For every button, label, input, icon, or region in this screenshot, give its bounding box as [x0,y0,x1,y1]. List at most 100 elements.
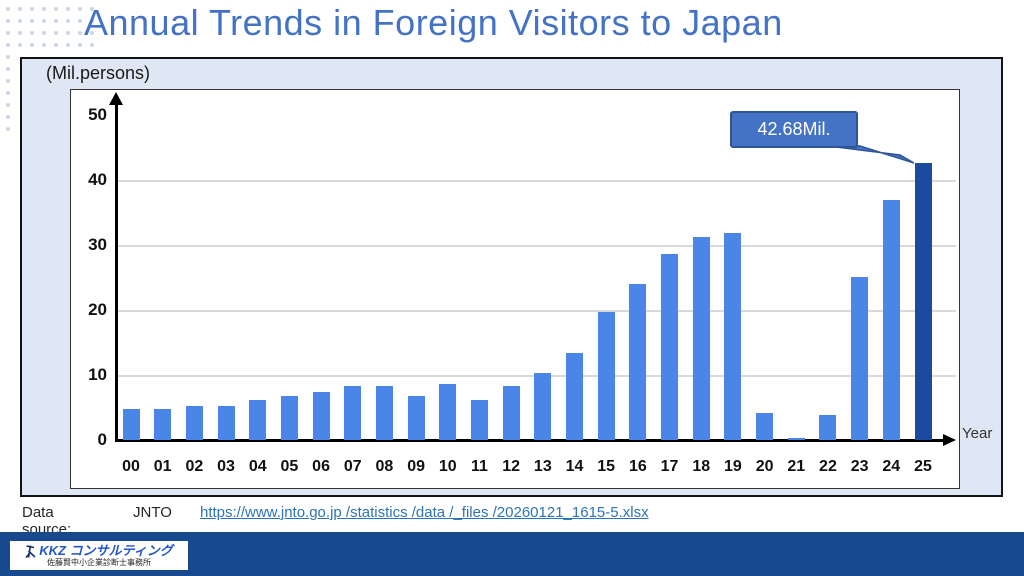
decorative-dot [18,7,22,11]
decorative-dot [90,43,94,47]
footer-bar: KKZ コンサルティング 佐藤賢中小企業診断士事務所 [0,532,1024,576]
decorative-dots [0,0,110,140]
logo-title-text: KKZ コンサルティング [39,543,173,558]
gridline-40 [118,180,956,182]
x-tick-label-19: 19 [724,458,742,475]
decorative-dot [78,19,82,23]
y-tick-label-10: 10 [88,365,107,384]
decorative-dot [6,19,10,23]
bar-15 [597,311,615,440]
x-tick-label-05: 05 [280,458,299,475]
y-axis-arrow-icon [109,92,123,105]
y-tick-label-20: 20 [88,300,107,319]
y-tick-label-30: 30 [88,235,107,254]
x-tick-label-24: 24 [882,458,901,475]
decorative-dot [6,67,10,71]
decorative-dot [6,91,10,95]
bar-10 [439,384,457,440]
data-source-link[interactable]: https://www.jnto.go.jp /statistics /data… [200,504,649,521]
bar-04 [249,400,267,440]
decorative-dot [54,43,58,47]
x-tick-label-25: 25 [914,458,932,475]
decorative-dot [6,31,10,35]
bar-12 [502,385,520,440]
x-tick-label-00: 00 [122,458,140,475]
bar-17 [661,253,679,440]
data-source-org: JNTO [133,504,172,521]
decorative-dot [18,31,22,35]
bar-23 [851,277,869,440]
decorative-dot [42,43,46,47]
bar-01 [154,408,172,440]
x-tick-label-02: 02 [185,458,204,475]
bar-25 [914,162,932,440]
x-tick-label-17: 17 [660,458,679,475]
decorative-dot [54,19,58,23]
x-tick-label-09: 09 [407,458,425,475]
x-tick-label-11: 11 [471,458,488,475]
x-tick-label-10: 10 [438,458,457,475]
decorative-dot [6,43,10,47]
decorative-dot [30,31,34,35]
decorative-dot [6,103,10,107]
x-tick-label-21: 21 [787,458,806,475]
bar-00 [122,409,140,440]
x-tick-label-18: 18 [692,458,711,475]
decorative-dot [90,7,94,11]
decorative-dot [18,19,22,23]
decorative-dot [18,43,22,47]
decorative-dot [54,31,58,35]
company-logo: KKZ コンサルティング 佐藤賢中小企業診断士事務所 [10,541,188,570]
x-tick-label-03: 03 [217,458,235,475]
decorative-dot [6,115,10,119]
bar-07 [344,385,362,440]
x-tick-label-15: 15 [597,458,616,475]
bar-02 [185,405,203,440]
page-title: Annual Trends in Foreign Visitors to Jap… [84,2,783,43]
decorative-dot [42,31,46,35]
decorative-dot [30,7,34,11]
y-tick-label-0: 0 [97,430,107,449]
callout-text: 42.68Mil. [757,119,831,139]
kkz-logo-mark-icon [25,544,36,558]
x-tick-label-23: 23 [850,458,869,475]
logo-title-line: KKZ コンサルティング [25,544,173,558]
x-tick-label-13: 13 [533,458,552,475]
bar-09 [407,395,425,440]
decorative-dot [42,19,46,23]
bar-16 [629,283,647,440]
bar-22 [819,415,837,440]
bar-21 [787,438,805,440]
x-tick-label-07: 07 [343,458,362,475]
decorative-dot [6,7,10,11]
bar-24 [882,200,900,440]
decorative-dot [6,55,10,59]
x-tick-label-01: 01 [153,458,172,475]
x-tick-label-16: 16 [628,458,647,475]
x-tick-label-14: 14 [565,458,584,475]
decorative-dot [42,7,46,11]
decorative-dot [66,7,70,11]
x-tick-label-08: 08 [375,458,394,475]
x-axis-label: Year [962,425,993,442]
decorative-dot [6,79,10,83]
decorative-dot [6,127,10,131]
decorative-dot [30,43,34,47]
bar-18 [692,237,710,440]
decorative-dot [78,43,82,47]
y-tick-label-40: 40 [88,170,107,189]
logo-subtitle-text: 佐藤賢中小企業診断士事務所 [47,558,151,567]
decorative-dot [78,31,82,35]
y-tick-label-50: 50 [88,105,107,124]
bar-06 [312,392,330,440]
y-axis-line [115,104,118,442]
bar-03 [217,406,235,440]
decorative-dot [30,19,34,23]
decorative-dot [66,19,70,23]
bar-19 [724,232,742,440]
decorative-dot [66,31,70,35]
gridline-30 [118,245,956,247]
bar-20 [756,413,774,440]
decorative-dot [66,43,70,47]
